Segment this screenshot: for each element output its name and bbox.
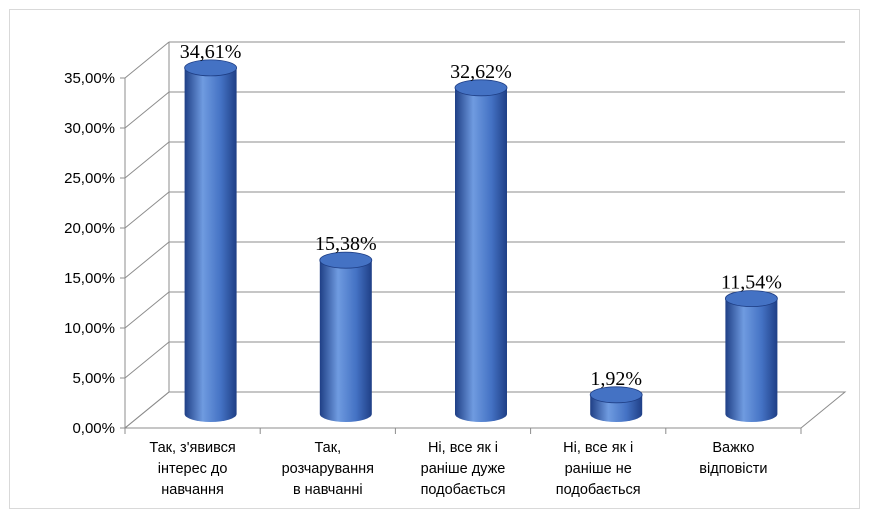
bar-2	[454, 79, 508, 423]
bar-top	[454, 79, 508, 97]
wall-gridline-7	[124, 41, 170, 79]
wall-gridline-1	[124, 341, 170, 379]
y-tick-label: 15,00%	[64, 270, 115, 287]
bar-top	[725, 290, 778, 308]
x-category-label: Так,	[314, 440, 341, 456]
bar-top	[589, 386, 643, 404]
bars-group	[184, 59, 778, 423]
bar-3	[589, 386, 643, 422]
bar-body	[184, 67, 237, 423]
x-category-label: відповісти	[699, 461, 767, 477]
y-tick-label: 35,00%	[64, 70, 115, 87]
data-label: 34,61%	[180, 41, 242, 63]
bar-top	[184, 59, 238, 77]
x-category-label: подобається	[556, 482, 641, 498]
data-label: 32,62%	[450, 61, 512, 83]
bar-0	[184, 59, 238, 423]
y-tick-label: 10,00%	[64, 320, 115, 337]
bar-1	[319, 251, 373, 422]
x-category-label: Так, з'явився	[149, 440, 235, 456]
wall-gridline-4	[124, 191, 170, 229]
data-label: 1,92%	[590, 368, 642, 390]
wall-gridline-5	[124, 141, 170, 179]
data-label: 11,54%	[721, 272, 782, 294]
x-category-label: Ні, все як і	[563, 440, 633, 456]
x-category-label: розчарування	[282, 461, 374, 477]
bar-body	[319, 260, 372, 422]
chart-floor	[123, 391, 847, 429]
y-tick-label: 30,00%	[64, 120, 115, 137]
y-tick-label: 20,00%	[64, 220, 115, 237]
wall-gridline-2	[124, 291, 170, 329]
bar-top	[319, 251, 373, 269]
wall-gridline-3	[124, 241, 170, 279]
y-tick-label: 0,00%	[72, 420, 115, 437]
bar-body	[455, 87, 507, 423]
bar-4	[725, 290, 778, 422]
x-category-label: інтерес до	[158, 461, 228, 477]
y-tick-label: 5,00%	[72, 370, 115, 387]
y-tick-label: 25,00%	[64, 170, 115, 187]
x-category-label: в навчанні	[293, 482, 363, 498]
x-category-label: раніше дуже	[421, 461, 506, 477]
x-category-label: Важко	[712, 440, 754, 456]
bar-body	[725, 298, 778, 422]
x-category-label: Ні, все як і	[428, 440, 498, 456]
wall-gridline-6	[124, 91, 170, 129]
x-category-label: раніше не	[565, 461, 632, 477]
data-label: 15,38%	[315, 233, 377, 255]
x-category-label: навчання	[161, 482, 224, 498]
x-category-label: подобається	[421, 482, 506, 498]
